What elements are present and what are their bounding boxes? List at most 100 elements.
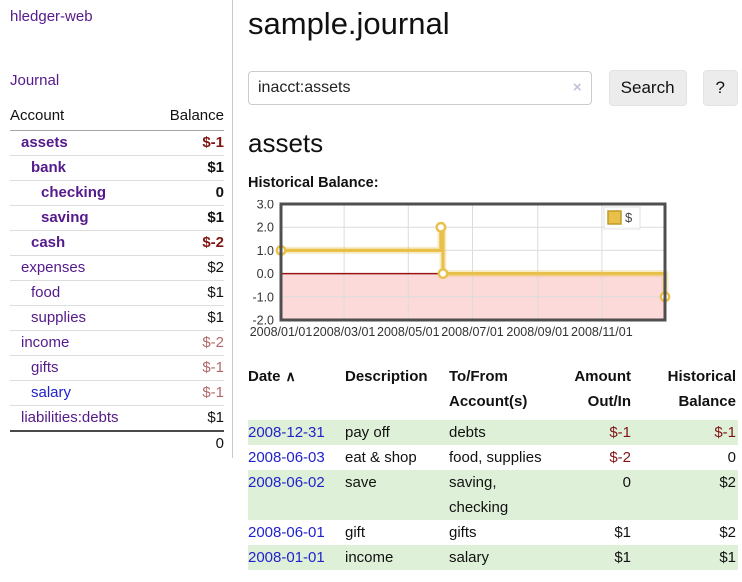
transaction-balance: 0 xyxy=(727,449,736,466)
account-balance: $-1 xyxy=(202,134,224,151)
transaction-description: gift xyxy=(345,524,366,541)
svg-text:-1.0: -1.0 xyxy=(252,290,274,304)
help-button[interactable]: ? xyxy=(702,70,738,106)
sidebar-account-link[interactable]: cash xyxy=(31,234,66,251)
transaction-date-link[interactable]: 2008-01-01 xyxy=(248,549,325,566)
sort-ascending-icon: ∧ xyxy=(285,368,296,384)
account-row: bank $1 xyxy=(10,155,224,181)
transaction-amount: $-2 xyxy=(609,449,631,466)
transaction-accounts: saving, checking xyxy=(449,474,509,516)
svg-text:2008/09/01: 2008/09/01 xyxy=(506,325,569,339)
account-row: expenses $2 xyxy=(10,255,224,281)
sidebar-item-journal[interactable]: Journal xyxy=(10,72,60,89)
transaction-balance: $2 xyxy=(719,524,736,541)
sidebar-account-link[interactable]: liabilities:debts xyxy=(21,409,119,426)
account-heading: assets xyxy=(248,128,324,158)
register-header-amount: Amount Out/In xyxy=(574,368,631,410)
transaction-accounts: salary xyxy=(449,549,490,566)
legend-label: $ xyxy=(625,210,633,225)
historical-balance-chart[interactable]: $3.0 2.0 1.0 0.0 -1.0 -2.0 2008/01/01 2008/03/0… xyxy=(248,198,678,350)
transaction-accounts: gifts xyxy=(449,524,477,541)
account-balance: $2 xyxy=(152,255,224,281)
transaction-date-link[interactable]: 2008-06-02 xyxy=(248,474,325,491)
svg-text:2008/11/01: 2008/11/01 xyxy=(571,325,633,339)
account-balance: $-2 xyxy=(152,330,224,356)
transaction-date-link[interactable]: 2008-06-03 xyxy=(248,449,325,466)
account-row: saving $1 xyxy=(10,205,224,231)
account-balance: $1 xyxy=(152,405,224,431)
sidebar-account-link[interactable]: salary xyxy=(31,384,72,401)
account-row: liabilities:debts $1 xyxy=(10,405,224,431)
transaction-amount: $1 xyxy=(614,524,631,541)
search-box: × xyxy=(248,71,592,105)
register-header-date[interactable]: Date ∧ xyxy=(248,368,296,385)
transaction-description: pay off xyxy=(345,424,390,441)
accounts-header-balance: Balance xyxy=(152,106,224,131)
register-row[interactable]: 2008-01-01 income salary $1 $1 xyxy=(248,545,738,570)
transaction-amount: 0 xyxy=(622,474,631,491)
search-button[interactable]: Search xyxy=(608,70,687,106)
sidebar-account-link[interactable]: bank xyxy=(31,159,67,176)
transaction-date-link[interactable]: 2008-06-01 xyxy=(248,524,325,541)
account-row: salary $-1 xyxy=(10,380,224,406)
account-row: food $1 xyxy=(10,280,224,306)
svg-text:2.0: 2.0 xyxy=(257,221,274,235)
main-content: sample.journal × Search ? assets Histori… xyxy=(248,0,738,570)
svg-text:0.0: 0.0 xyxy=(257,267,274,281)
chart-title: Historical Balance: xyxy=(248,175,379,191)
svg-text:3.0: 3.0 xyxy=(257,200,274,212)
brand-link[interactable]: hledger-web xyxy=(10,8,93,25)
accounts-total-balance: 0 xyxy=(152,430,224,456)
sidebar-account-link[interactable]: income xyxy=(21,334,70,351)
register-row[interactable]: 2008-06-01 gift gifts $1 $2 xyxy=(248,520,738,545)
sidebar: hledger-web Journal Account Balance asse… xyxy=(0,0,233,458)
accounts-total-row: 0 xyxy=(10,430,224,456)
clear-search-icon[interactable]: × xyxy=(572,79,582,96)
register-row[interactable]: 2008-12-31 pay off debts $-1 $-1 xyxy=(248,420,738,445)
sidebar-account-link[interactable]: assets xyxy=(21,134,68,151)
register-header-description: Description xyxy=(345,368,428,385)
transaction-balance: $-1 xyxy=(714,424,736,441)
transaction-description: income xyxy=(345,549,394,566)
sidebar-account-link[interactable]: supplies xyxy=(31,309,87,326)
transaction-date-link[interactable]: 2008-12-31 xyxy=(248,424,325,441)
sidebar-account-link[interactable]: checking xyxy=(41,184,107,201)
svg-text:2008/01/01: 2008/01/01 xyxy=(250,325,313,339)
account-balance: $-1 xyxy=(152,380,224,406)
svg-text:2008/03/01: 2008/03/01 xyxy=(313,325,376,339)
register-row[interactable]: 2008-06-03 eat & shop food, supplies $-2 0 xyxy=(248,445,738,470)
page-title: sample.journal xyxy=(248,6,450,41)
sidebar-account-link[interactable]: expenses xyxy=(21,259,86,276)
svg-text:2008/05/01: 2008/05/01 xyxy=(377,325,440,339)
register-header-row: Date ∧ Description To/From Account(s) Amo… xyxy=(248,364,738,420)
account-balance: $1 xyxy=(152,155,224,181)
svg-text:1.0: 1.0 xyxy=(257,244,274,258)
account-row: assets $-1 xyxy=(10,131,224,156)
transaction-description: eat & shop xyxy=(345,449,417,466)
transaction-amount: $-1 xyxy=(609,424,631,441)
search-input[interactable] xyxy=(248,71,592,105)
transaction-accounts: debts xyxy=(449,424,486,441)
sidebar-account-link[interactable]: gifts xyxy=(31,359,59,376)
account-row: income $-2 xyxy=(10,330,224,356)
sidebar-account-link[interactable]: saving xyxy=(41,209,89,226)
account-balance: $-2 xyxy=(152,230,224,256)
register-header-accounts: To/From Account(s) xyxy=(449,368,528,410)
account-balance: $1 xyxy=(152,205,224,231)
svg-text:2008/07/01: 2008/07/01 xyxy=(441,325,504,339)
transaction-description: save xyxy=(345,474,377,491)
account-balance: $1 xyxy=(152,305,224,331)
account-row: supplies $1 xyxy=(10,305,224,331)
accounts-table: Account Balance assets $-1 bank $1 checking 0… xyxy=(10,106,224,456)
account-balance: $1 xyxy=(152,280,224,306)
account-row: cash $-2 xyxy=(10,230,224,256)
register-row[interactable]: 2008-06-02 save saving, checking 0 $2 xyxy=(248,470,738,520)
svg-text:-2.0: -2.0 xyxy=(252,314,274,328)
transaction-balance: $1 xyxy=(719,549,736,566)
account-row: checking 0 xyxy=(10,180,224,206)
accounts-header-account: Account xyxy=(10,106,153,131)
sidebar-account-link[interactable]: food xyxy=(31,284,61,301)
account-row: gifts $-1 xyxy=(10,355,224,381)
